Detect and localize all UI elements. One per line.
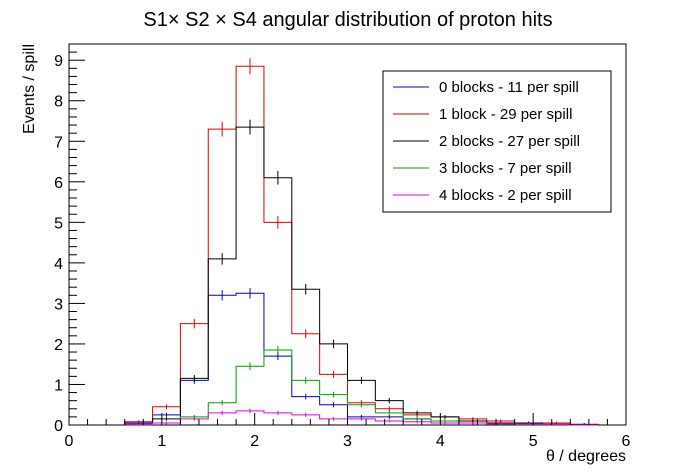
legend-label: 1 block - 29 per spill bbox=[439, 106, 572, 123]
x-tick-label: 1 bbox=[157, 433, 166, 450]
y-tick-label: 8 bbox=[54, 94, 63, 111]
legend-label: 2 blocks - 27 per spill bbox=[439, 133, 580, 150]
x-axis: 0 1 2 3 4 5 6 bbox=[65, 413, 631, 450]
x-axis-label: θ / degrees bbox=[546, 448, 626, 465]
y-tick-label: 3 bbox=[54, 296, 63, 313]
x-tick-label: 0 bbox=[65, 433, 74, 450]
legend-label: 0 blocks - 11 per spill bbox=[439, 79, 579, 96]
y-tick-label: 9 bbox=[54, 53, 63, 70]
y-tick-label: 1 bbox=[54, 377, 63, 394]
y-tick-label: 5 bbox=[54, 215, 63, 232]
series-2 bbox=[124, 119, 599, 426]
y-tick-label: 0 bbox=[54, 418, 63, 435]
legend-label: 3 blocks - 7 per spill bbox=[439, 160, 572, 177]
series-line bbox=[124, 126, 599, 426]
x-tick-label: 6 bbox=[622, 433, 631, 450]
legend-label: 4 blocks - 2 per spill bbox=[439, 187, 572, 204]
y-tick-label: 4 bbox=[54, 256, 63, 273]
x-tick-label: 5 bbox=[529, 433, 538, 450]
chart-title: S1× S2 × S4 angular distribution of prot… bbox=[143, 9, 552, 31]
y-axis: 0 1 2 3 4 5 6 7 8 9 bbox=[54, 43, 85, 435]
y-tick-label: 2 bbox=[54, 337, 63, 354]
plot-area: 0 1 2 3 4 5 6 0 1 2 3 4 5 6 7 8 9 bbox=[54, 43, 631, 450]
legend-items: 0 blocks - 11 per spill 1 block - 29 per … bbox=[393, 79, 580, 204]
y-tick-label: 7 bbox=[54, 134, 63, 151]
y-axis-label: Events / spill bbox=[21, 44, 38, 134]
x-tick-label: 2 bbox=[250, 433, 259, 450]
legend: 0 blocks - 11 per spill 1 block - 29 per … bbox=[382, 70, 612, 213]
x-tick-label: 3 bbox=[343, 433, 352, 450]
y-tick-label: 6 bbox=[54, 175, 63, 192]
x-tick-label: 4 bbox=[436, 433, 445, 450]
